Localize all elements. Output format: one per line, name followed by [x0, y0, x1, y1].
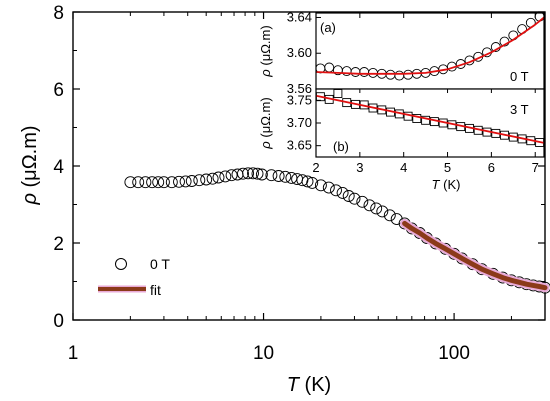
- main-y-axis-label: ρ (μΩ.m): [19, 125, 41, 205]
- data-point: [237, 167, 249, 180]
- data-point: [132, 176, 145, 189]
- data-point: [336, 186, 349, 199]
- inset-b-y-tick-label: 3.75: [287, 92, 312, 107]
- fit-curve-glow: [400, 218, 550, 293]
- y-tick-label: 4: [53, 157, 64, 178]
- inset-a-panel-label: (a): [320, 20, 336, 35]
- data-point: [152, 176, 165, 189]
- inset-x-tick-label: 3: [356, 160, 363, 175]
- main-x-axis-label: T (K): [287, 374, 331, 396]
- data-point: [383, 209, 396, 222]
- inset-b-panel-label: (b): [333, 139, 349, 154]
- data-point: [139, 176, 152, 189]
- y-tick-label: 6: [53, 80, 64, 101]
- data-point: [301, 175, 314, 188]
- inset-x-tick-label: 5: [444, 160, 451, 175]
- data-point: [193, 174, 206, 187]
- data-point: [265, 169, 278, 182]
- data-point: [146, 176, 159, 189]
- y-tick-label: 0: [53, 311, 64, 332]
- inset-a-y-tick-label: 3.64: [287, 9, 312, 24]
- inset-x-tick-label: 4: [400, 160, 407, 175]
- inset-b-field-label: 3 T: [510, 102, 529, 117]
- data-point: [179, 175, 192, 188]
- legend-marker-0t: [115, 258, 127, 270]
- fit-curve: [315, 94, 545, 144]
- inset-a-y-tick-label: 3.60: [287, 45, 312, 60]
- main-ticks: 1 10 100 0 2 4 6 8: [53, 3, 545, 364]
- data-point: [370, 202, 383, 215]
- data-point: [306, 176, 319, 189]
- inset-a-ticks: 3.56 3.60 3.64: [287, 9, 536, 96]
- legend-label-fit: fit: [150, 282, 161, 298]
- data-point: [342, 190, 355, 202]
- data-point: [124, 176, 137, 189]
- inset-x-axis-label: T (K): [432, 177, 461, 192]
- x-tick-label: 10: [253, 343, 274, 364]
- data-point: [322, 181, 335, 194]
- data-point: [356, 195, 369, 208]
- inset-x-tick-label: 2: [312, 160, 319, 175]
- inset-a-y-tick-label: 3.56: [287, 81, 312, 96]
- x-tick-label: 100: [438, 343, 470, 364]
- data-point: [255, 168, 268, 181]
- data-point: [242, 167, 255, 180]
- data-point: [165, 176, 178, 189]
- inset-b-y-axis-label: ρ (μΩ.m): [258, 97, 273, 149]
- x-tick-label: 1: [68, 343, 79, 364]
- data-point: [314, 179, 327, 192]
- data-point: [285, 171, 298, 184]
- inset-b-y-tick-label: 3.70: [287, 115, 312, 130]
- data-point: [348, 192, 361, 205]
- inset-a-field-label: 0 T: [510, 69, 529, 84]
- data-point: [206, 172, 219, 185]
- data-point: [330, 184, 342, 197]
- data-point: [157, 176, 170, 189]
- data-point: [412, 114, 422, 123]
- data-point: [185, 175, 198, 187]
- data-point: [247, 167, 259, 180]
- legend-label-0t: 0 T: [150, 256, 170, 272]
- inset-b-series: [315, 89, 545, 147]
- data-point: [212, 171, 225, 184]
- inset-b-ticks: 3.65 3.70 3.75 2 3 4 5 6 7: [287, 89, 539, 175]
- data-point: [219, 170, 232, 183]
- data-point: [376, 205, 389, 218]
- data-point: [225, 169, 238, 182]
- data-point: [200, 173, 213, 186]
- data-point: [390, 213, 403, 226]
- inset-b-y-tick-label: 3.65: [287, 138, 312, 153]
- inset-x-tick-label: 7: [532, 160, 539, 175]
- y-tick-label: 8: [53, 3, 64, 24]
- fit-curve: [402, 220, 548, 291]
- legend: 0 T fit: [98, 256, 170, 298]
- main-series: [124, 167, 550, 294]
- y-tick-label: 2: [53, 234, 64, 255]
- data-point: [279, 170, 292, 183]
- inset-a-y-axis-label: ρ (μΩ.m): [258, 25, 273, 77]
- fit-curve: [315, 16, 545, 75]
- data-point: [421, 115, 431, 125]
- data-point: [363, 199, 376, 212]
- data-point: [251, 167, 264, 180]
- inset-x-tick-label: 6: [488, 160, 495, 175]
- data-point: [173, 175, 185, 188]
- data-point: [272, 170, 285, 182]
